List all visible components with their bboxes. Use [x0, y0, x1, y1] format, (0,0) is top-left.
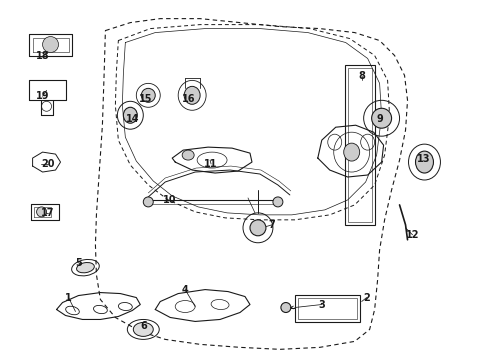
- Ellipse shape: [184, 86, 200, 104]
- Ellipse shape: [371, 108, 391, 128]
- Ellipse shape: [42, 37, 59, 53]
- Text: 7: 7: [268, 220, 275, 230]
- Text: 9: 9: [375, 114, 382, 124]
- Ellipse shape: [77, 262, 94, 273]
- Text: 5: 5: [75, 258, 81, 268]
- Text: 6: 6: [140, 321, 146, 332]
- Text: 1: 1: [65, 293, 72, 302]
- Text: 19: 19: [36, 91, 49, 101]
- Ellipse shape: [249, 220, 265, 236]
- Ellipse shape: [143, 197, 153, 207]
- Ellipse shape: [280, 302, 290, 312]
- Bar: [344, 66, 374, 225]
- Ellipse shape: [37, 207, 46, 217]
- Text: 8: 8: [358, 71, 365, 81]
- Bar: [297, 298, 356, 319]
- Ellipse shape: [182, 150, 194, 160]
- Bar: [347, 68, 371, 222]
- Text: 4: 4: [182, 284, 188, 294]
- Ellipse shape: [123, 107, 137, 123]
- Text: 11: 11: [204, 159, 217, 169]
- Text: 2: 2: [363, 293, 369, 302]
- Text: 16: 16: [182, 94, 196, 104]
- Text: 3: 3: [318, 300, 325, 310]
- Text: 10: 10: [162, 195, 176, 205]
- Ellipse shape: [343, 143, 359, 161]
- Text: 17: 17: [41, 208, 54, 218]
- Ellipse shape: [272, 197, 283, 207]
- Text: 14: 14: [125, 114, 139, 124]
- Text: 18: 18: [36, 51, 49, 62]
- Ellipse shape: [415, 151, 432, 173]
- Ellipse shape: [133, 323, 153, 336]
- Text: 20: 20: [41, 159, 54, 169]
- Ellipse shape: [141, 88, 155, 102]
- Bar: [294, 294, 359, 323]
- Text: 12: 12: [405, 230, 418, 240]
- Text: 13: 13: [416, 154, 429, 164]
- Text: 15: 15: [138, 94, 152, 104]
